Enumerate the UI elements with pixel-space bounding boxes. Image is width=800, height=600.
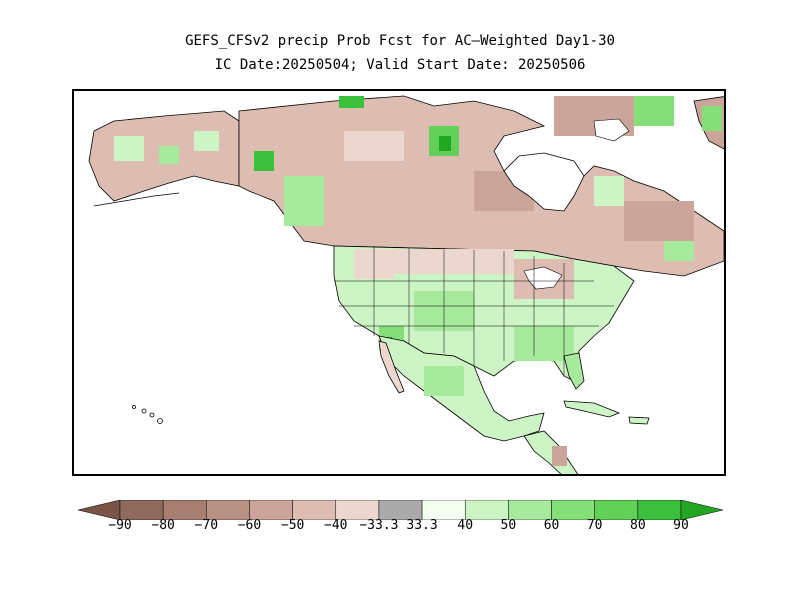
colorbar — [78, 500, 723, 520]
colorbar-swatch — [637, 500, 682, 520]
cuba — [563, 400, 621, 418]
colorbar-tick-label: −80 — [151, 518, 175, 533]
colorbar-tick-label: −60 — [237, 518, 262, 533]
chart-title: GEFS_CFSv2 precip Prob Fcst for AC—Weigh… — [185, 33, 615, 49]
colorbar-tick-label: 33.3 — [406, 518, 438, 533]
colorbar-tick-label: −90 — [108, 518, 132, 533]
colorbar-swatch — [162, 500, 207, 520]
colorbar-tick-label: 90 — [673, 518, 689, 533]
hispaniola — [628, 416, 650, 425]
colorbar-swatch — [464, 500, 509, 520]
colorbar-swatch — [206, 500, 250, 520]
hudson-bay — [503, 152, 585, 212]
colorbar-labels: −90 −80 −70 −60 −50 −40 −33.3 33.3 40 50 60 70 80 90 — [0, 518, 800, 536]
colorbar-swatch — [292, 500, 337, 520]
north-america-map — [74, 91, 724, 474]
chart-subtitle: IC Date:20250504; Valid Start Date: 2025… — [214, 57, 586, 73]
colorbar-tick-label: 50 — [500, 518, 517, 533]
colorbar-swatch — [378, 500, 423, 520]
colorbar-swatch — [551, 500, 595, 520]
colorbar-tick-label: −40 — [324, 518, 348, 533]
state-borders — [334, 246, 614, 376]
colorbar-tick-label: −33.3 — [359, 518, 399, 533]
colorbar-tick-label: −70 — [194, 518, 219, 533]
arctic-water — [593, 118, 630, 142]
colorbar-swatch — [680, 500, 723, 520]
colorbar-tick-label: 60 — [543, 518, 560, 533]
colorbar-swatch — [421, 500, 466, 520]
colorbar-tick-label: 70 — [586, 518, 603, 533]
colorbar-tick-label: 40 — [457, 518, 474, 533]
colorbar-swatch — [119, 500, 164, 520]
colorbar-swatch — [78, 500, 121, 520]
map-panel — [72, 89, 726, 476]
colorbar-swatch — [508, 500, 552, 520]
colorbar-swatch — [594, 500, 639, 520]
baja — [378, 340, 405, 394]
hawaii-islands — [132, 405, 163, 424]
colorbar-swatch — [335, 500, 380, 520]
aleutian-islands — [93, 192, 180, 207]
florida — [563, 352, 585, 390]
colorbar-swatch — [249, 500, 293, 520]
colorbar-tick-label: −50 — [280, 518, 305, 533]
colorbar-tick-label: 80 — [630, 518, 646, 533]
